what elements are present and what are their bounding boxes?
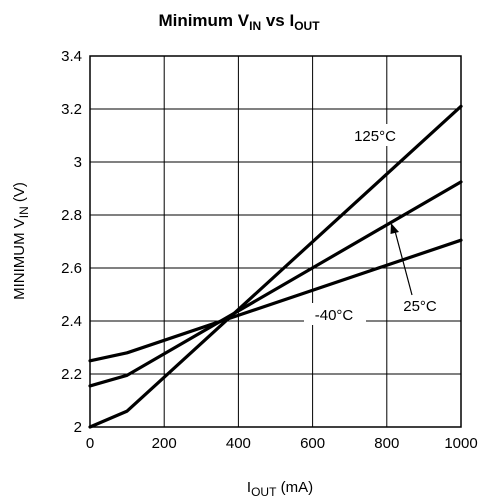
grid xyxy=(89,55,462,428)
x-tick-label-2: 400 xyxy=(226,435,251,452)
annotation-125c: 125°C xyxy=(345,124,405,146)
y-tick-labels: 2 2.2 2.4 2.6 2.8 3 3.2 3.4 xyxy=(61,48,82,436)
x-tick-labels: 0 200 400 600 800 1000 xyxy=(86,435,478,452)
series-group xyxy=(88,104,463,429)
y-axis-label: MINIMUM VIN (V) xyxy=(11,182,31,300)
x-axis-label-main: I xyxy=(247,479,251,496)
x-tick-label-4: 800 xyxy=(374,435,399,452)
x-tick-label-5: 1000 xyxy=(444,435,477,452)
plot-area xyxy=(88,55,463,429)
annotation-25c-leader xyxy=(394,230,413,296)
title-mid: vs I xyxy=(261,11,294,30)
y-axis-label-main: MINIMUM V xyxy=(11,218,28,300)
x-axis-label-unit: (mA) xyxy=(276,479,313,496)
x-axis-label: IOUT (mA) xyxy=(247,479,313,499)
title-main: Minimum V xyxy=(158,11,249,30)
chart-title: Minimum VIN vs IOUT xyxy=(158,11,320,33)
x-tick-label-3: 600 xyxy=(300,435,325,452)
title-mid-subscript: OUT xyxy=(294,19,320,33)
plot-frame xyxy=(89,55,462,428)
y-tick-label-7: 3.4 xyxy=(61,48,82,65)
y-tick-label-6: 3.2 xyxy=(61,101,82,118)
y-tick-label-3: 2.6 xyxy=(61,260,82,277)
x-axis-label-subscript: OUT xyxy=(251,485,277,499)
y-tick-label-2: 2.4 xyxy=(61,313,82,330)
y-tick-label-1: 2.2 xyxy=(61,366,82,383)
y-axis-label-unit: (V) xyxy=(11,182,28,206)
y-axis-label-subscript: IN xyxy=(17,206,31,218)
annotation-25c-label: 25°C xyxy=(403,298,437,315)
x-tick-label-0: 0 xyxy=(86,435,94,452)
y-tick-label-4: 2.8 xyxy=(61,207,82,224)
y-tick-label-0: 2 xyxy=(74,419,82,436)
series-line-0 xyxy=(88,104,463,429)
series-line-2 xyxy=(88,238,463,363)
x-tick-label-1: 200 xyxy=(152,435,177,452)
title-main-subscript: IN xyxy=(249,19,261,33)
series-line-1 xyxy=(88,180,463,388)
y-tick-label-5: 3 xyxy=(74,154,82,171)
annotation-25c-arrowhead xyxy=(390,223,399,234)
annotation-25c: 25°C xyxy=(390,223,437,315)
annotation-minus40c-label: -40°C xyxy=(315,307,354,324)
annotation-125c-label: 125°C xyxy=(354,128,396,145)
annotation-minus40c: -40°C xyxy=(304,303,366,325)
